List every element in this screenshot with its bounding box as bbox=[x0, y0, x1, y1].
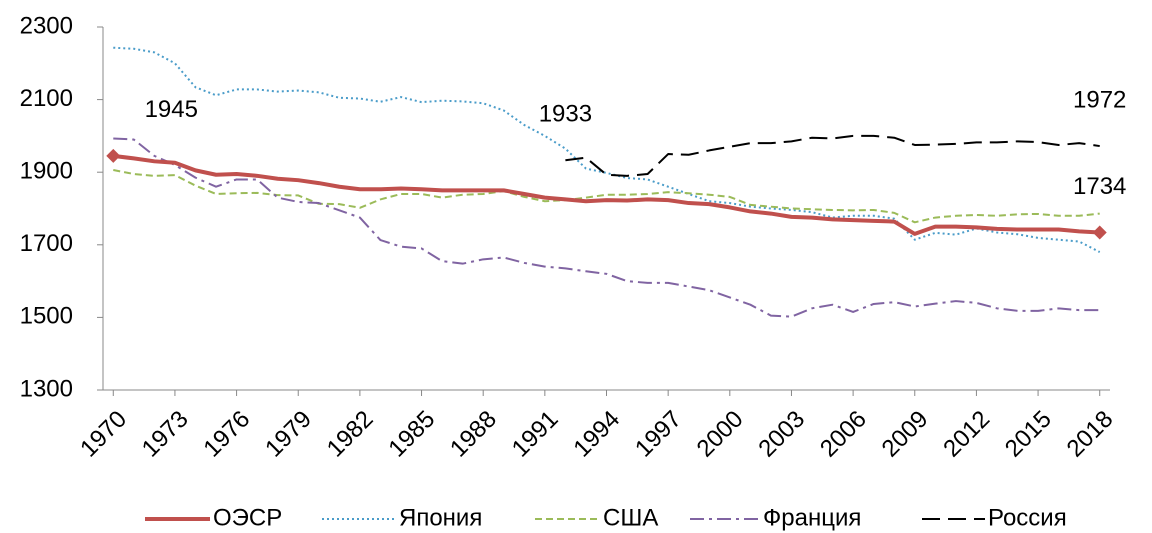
series-line bbox=[113, 153, 1100, 236]
x-tick-label: 1997 bbox=[630, 406, 687, 463]
y-tick-label: 2100 bbox=[20, 85, 73, 112]
data-label: 1972 bbox=[1073, 86, 1126, 113]
x-tick-label: 2018 bbox=[1062, 406, 1119, 463]
x-tick-label: 2003 bbox=[753, 406, 810, 463]
legend-label: Япония bbox=[399, 504, 482, 531]
x-tick-label: 2000 bbox=[692, 406, 749, 463]
x-tick-label: 1994 bbox=[568, 406, 625, 463]
data-label: 1734 bbox=[1073, 173, 1126, 200]
x-tick-label: 2009 bbox=[877, 406, 934, 463]
x-tick-label: 1991 bbox=[507, 406, 564, 463]
x-tick-label: 1982 bbox=[322, 406, 379, 463]
x-tick-label: 1976 bbox=[198, 406, 255, 463]
x-tick-label: 2015 bbox=[1000, 406, 1057, 463]
legend-item: ОЭСР bbox=[145, 504, 282, 531]
x-tick-label: 1988 bbox=[445, 406, 502, 463]
legend-item: США bbox=[535, 504, 658, 531]
legend-label: Франция bbox=[763, 504, 861, 531]
legend-label: ОЭСР bbox=[213, 504, 282, 531]
y-tick-label: 1700 bbox=[20, 230, 73, 257]
x-tick-label: 2012 bbox=[938, 406, 995, 463]
x-tick-label: 1970 bbox=[75, 406, 132, 463]
series-line bbox=[113, 137, 1100, 318]
series-line bbox=[113, 169, 1100, 224]
x-tick-label: 2006 bbox=[815, 406, 872, 463]
y-tick-label: 1900 bbox=[20, 158, 73, 185]
series-line bbox=[565, 134, 1100, 177]
legend-item: Франция bbox=[690, 504, 861, 531]
x-tick-label: 1973 bbox=[137, 406, 194, 463]
y-tick-label: 1300 bbox=[20, 375, 73, 402]
point-marker bbox=[1092, 225, 1107, 240]
point-marker bbox=[106, 148, 121, 163]
y-tick-label: 2300 bbox=[20, 12, 73, 39]
y-tick-label: 1500 bbox=[20, 303, 73, 330]
series-line bbox=[113, 46, 1101, 253]
x-tick-label: 1979 bbox=[260, 406, 317, 463]
data-label: 1933 bbox=[539, 101, 592, 128]
legend-label: Россия bbox=[988, 504, 1067, 531]
legend-item: Япония bbox=[322, 504, 482, 531]
legend-label: США bbox=[603, 504, 658, 531]
data-label: 1945 bbox=[145, 96, 198, 123]
legend-item: Россия bbox=[922, 504, 1067, 531]
x-tick-label: 1985 bbox=[383, 406, 440, 463]
